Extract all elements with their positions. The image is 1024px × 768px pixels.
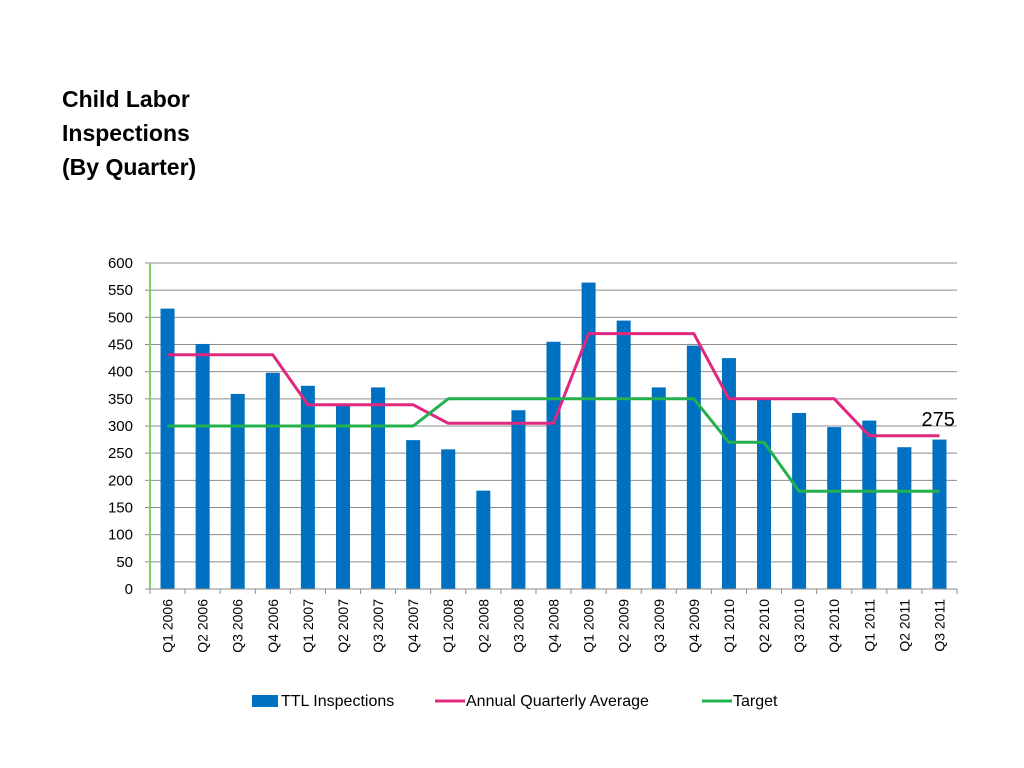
bar (897, 447, 912, 589)
x-tick-label: Q2 2009 (616, 599, 632, 653)
x-tick-label: Q1 2006 (160, 599, 176, 653)
x-tick-label: Q1 2010 (721, 599, 737, 653)
annotations: 275 (921, 409, 954, 431)
x-tick-label: Q3 2009 (651, 599, 667, 653)
x-tick-label: Q4 2010 (826, 599, 842, 653)
bar (721, 358, 736, 589)
y-tick-label: 100 (108, 527, 133, 544)
data-label: 275 (921, 409, 954, 431)
bar (511, 410, 526, 589)
title-line-3: (By Quarter) (62, 154, 197, 180)
series-line (167, 332, 940, 438)
bar (371, 387, 386, 589)
x-tick-label: Q3 2008 (510, 599, 526, 653)
tick-labels: 0 50 100 150 200 250 300 350 400 450 500 550 600 Q1 2… (108, 255, 947, 653)
slide-title: Child Labor Inspections (By Quarter) (62, 82, 196, 184)
legend-swatch (252, 695, 278, 707)
bar (581, 282, 596, 589)
bar (406, 440, 421, 589)
bar (546, 341, 561, 589)
bar (792, 412, 807, 589)
x-tick-label: Q1 2011 (861, 599, 877, 652)
bar (757, 397, 772, 589)
legend: TTL Inspections Annual Quarterly Average T… (252, 693, 778, 710)
y-tick-label: 200 (108, 472, 133, 489)
legend-label: Target (733, 693, 778, 710)
bar (932, 439, 947, 589)
x-tick-label: Q3 2006 (230, 599, 246, 653)
bar (616, 320, 631, 589)
y-tick-label: 500 (108, 309, 133, 326)
x-tick-label: Q2 2007 (335, 599, 351, 653)
x-tick-label: Q2 2006 (195, 599, 211, 653)
y-tick-label: 550 (108, 282, 133, 299)
bar (230, 393, 245, 589)
x-tick-label: Q1 2008 (440, 599, 456, 653)
line-series (167, 332, 940, 493)
bar (335, 405, 350, 589)
bar (651, 387, 666, 589)
x-tick-label: Q1 2009 (581, 599, 597, 653)
bar (195, 343, 210, 589)
title-line-1: Child Labor (62, 86, 190, 112)
y-tick-label: 600 (108, 255, 133, 272)
bar (441, 449, 456, 589)
x-tick-label: Q2 2008 (475, 599, 491, 653)
title-line-2: Inspections (62, 120, 190, 146)
y-tick-label: 250 (108, 445, 133, 462)
legend-label: TTL Inspections (281, 693, 394, 710)
y-tick-label: 300 (108, 418, 133, 435)
bar (862, 420, 877, 589)
y-tick-label: 50 (116, 554, 133, 571)
bar (827, 427, 842, 589)
y-tick-label: 0 (125, 581, 133, 598)
y-tick-label: 350 (108, 391, 133, 408)
x-tick-label: Q1 2007 (300, 599, 316, 653)
bar (265, 372, 280, 589)
x-tick-label: Q4 2009 (686, 599, 702, 653)
x-tick-label: Q2 2011 (896, 599, 912, 652)
x-tick-label: Q4 2008 (546, 599, 562, 653)
x-tick-label: Q2 2010 (756, 599, 772, 653)
x-tick-label: Q3 2010 (791, 599, 807, 653)
bar (686, 345, 701, 589)
bar (160, 308, 175, 589)
x-tick-label: Q4 2007 (405, 599, 421, 653)
series-line (167, 397, 940, 493)
bar (300, 385, 315, 589)
bar (476, 490, 491, 589)
y-tick-label: 400 (108, 364, 133, 381)
y-tick-label: 150 (108, 500, 133, 517)
x-tick-label: Q4 2006 (265, 599, 281, 653)
bar-series (160, 282, 947, 589)
legend-label: Annual Quarterly Average (466, 693, 649, 710)
x-tick-label: Q3 2011 (931, 599, 947, 652)
axes (145, 262, 958, 594)
x-tick-label: Q3 2007 (370, 599, 386, 653)
y-tick-label: 450 (108, 337, 133, 354)
